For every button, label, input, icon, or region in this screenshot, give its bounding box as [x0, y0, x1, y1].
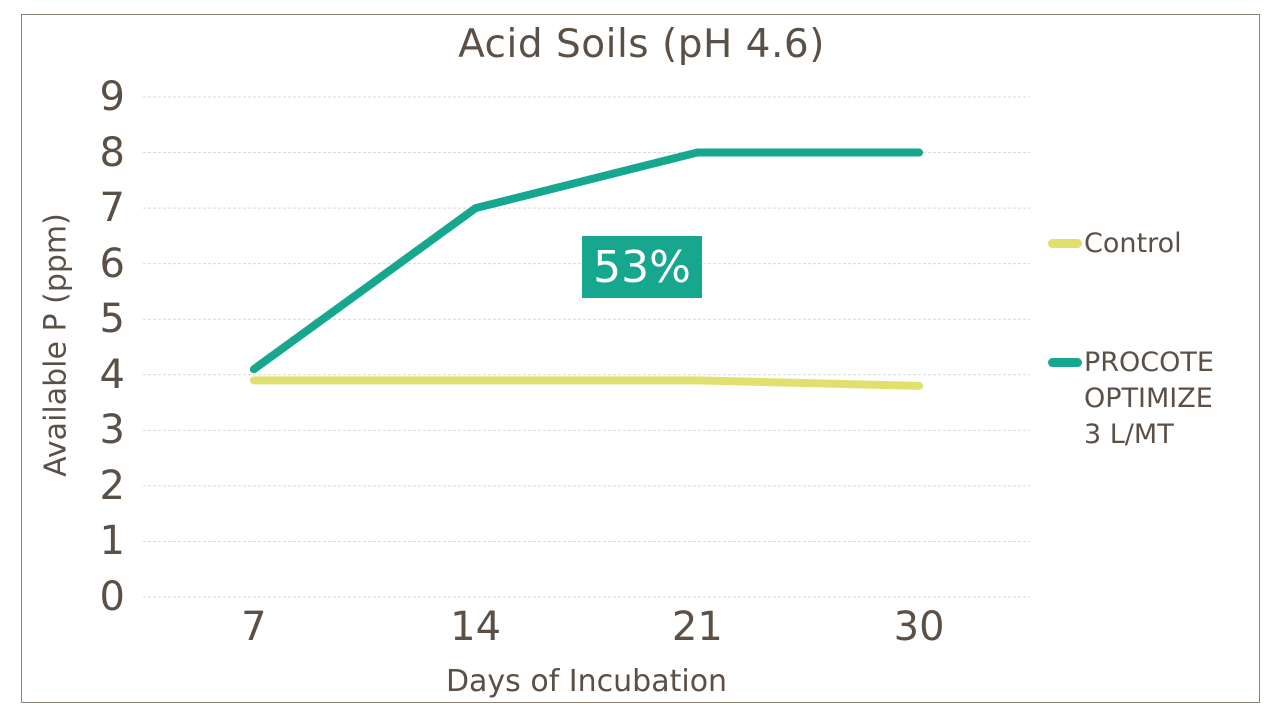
- x-tick-label-7: 7: [241, 604, 267, 650]
- control-line-swatch: [1048, 239, 1082, 248]
- legend-label-procote: PROCOTE OPTIMIZE 3 L/MT: [1084, 347, 1214, 450]
- chart-frame-border: [21, 14, 1260, 703]
- y-tick-label-3: 3: [99, 407, 125, 454]
- y-tick-label-9: 9: [99, 74, 125, 120]
- y-tick-label-0: 0: [99, 574, 125, 620]
- x-tick-label-14: 14: [450, 604, 502, 650]
- legend-label-control: Control: [1084, 228, 1182, 259]
- x-axis-title: Days of Incubation: [445, 664, 728, 699]
- y-tick-label-1: 1: [99, 518, 125, 565]
- x-tick-label-30: 30: [893, 604, 945, 650]
- procote-line-swatch: [1048, 358, 1082, 367]
- legend-item-procote: PROCOTE OPTIMIZE 3 L/MT: [1048, 345, 1234, 453]
- y-tick-label-4: 4: [99, 351, 125, 398]
- y-tick-label-8: 8: [99, 129, 125, 176]
- y-axis-title: Available P (ppm): [38, 213, 74, 477]
- y-tick-label-6: 6: [99, 240, 125, 287]
- percent-increase-annotation: 53%: [582, 236, 702, 298]
- chart-title: Acid Soils (pH 4.6): [458, 22, 825, 67]
- y-tick-label-7: 7: [99, 185, 125, 232]
- y-tick-label-2: 2: [99, 462, 125, 509]
- series-line-0: [249, 376, 924, 390]
- series-line-1: [249, 148, 924, 374]
- y-tick-label-5: 5: [99, 296, 125, 343]
- legend-item-control: Control: [1048, 226, 1234, 262]
- x-tick-label-21: 21: [671, 604, 723, 650]
